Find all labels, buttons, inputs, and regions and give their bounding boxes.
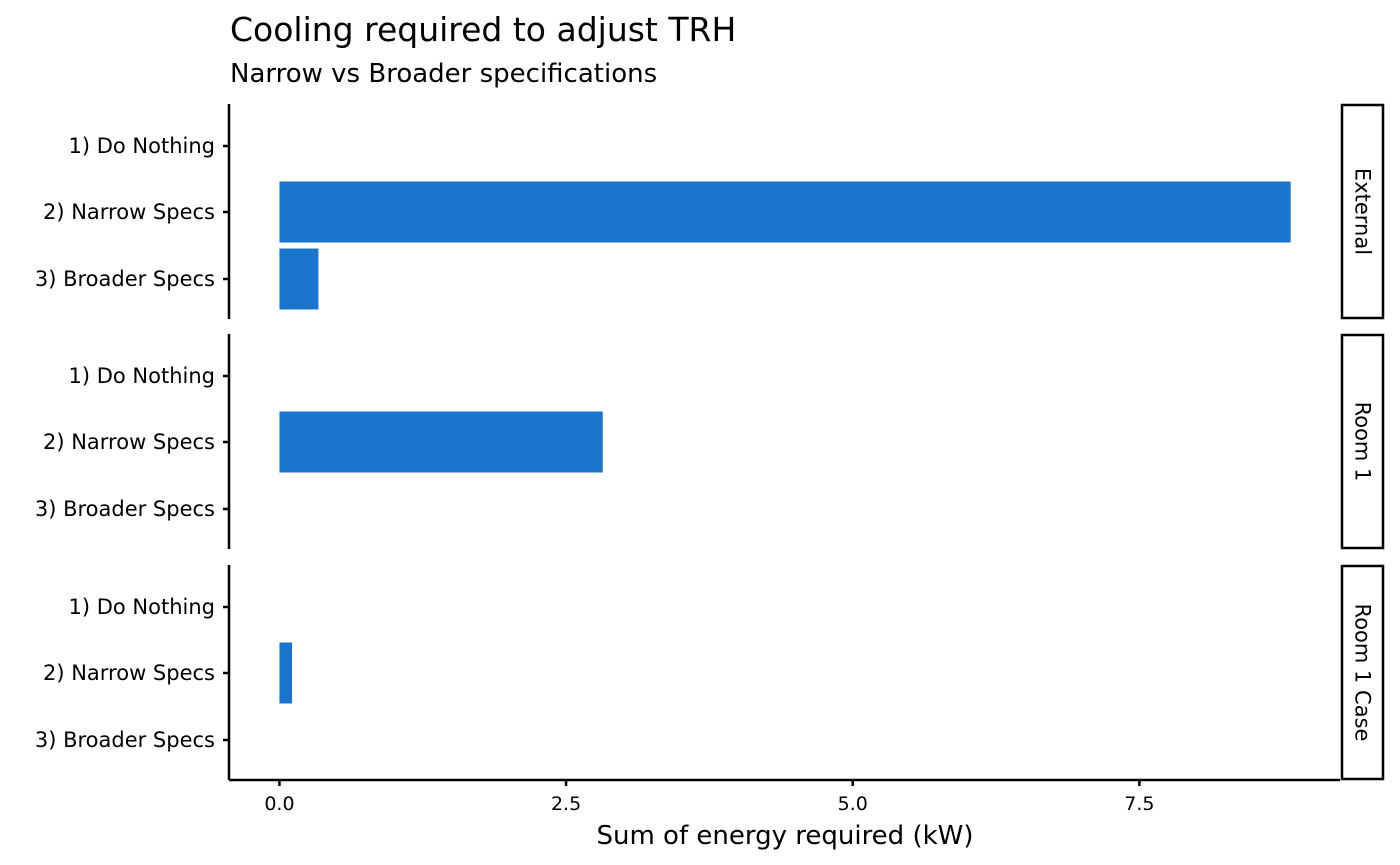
bar-room-1-2 (279, 411, 603, 473)
x-tick-label: 5.0 (838, 793, 868, 815)
y-tick-label: 3) Broader Specs (35, 728, 215, 752)
chart-subtitle: Narrow vs Broader specifications (230, 59, 657, 89)
y-tick-label: 2) Narrow Specs (43, 661, 215, 685)
x-tick-label: 7.5 (1124, 793, 1154, 815)
y-tick-label: 2) Narrow Specs (43, 430, 215, 454)
bar-room-1-case-2 (279, 642, 293, 704)
y-tick-label: 3) Broader Specs (35, 497, 215, 521)
x-tick-label: 2.5 (551, 793, 581, 815)
y-tick-label: 3) Broader Specs (35, 267, 215, 291)
y-tick-label: 1) Do Nothing (69, 364, 216, 388)
bar-external-2 (279, 181, 1291, 243)
y-tick-label: 2) Narrow Specs (43, 200, 215, 224)
facet-strip-room-1-case (1340, 564, 1385, 781)
x-axis-label: Sum of energy required (kW) (596, 821, 973, 851)
chart-title: Cooling required to adjust TRH (230, 10, 736, 49)
facet-strip-room-1 (1340, 333, 1385, 550)
facet-strip-label: External (1351, 168, 1375, 255)
x-tick-label: 0.0 (264, 793, 294, 815)
facet-strip-label: Room 1 Case (1351, 604, 1375, 742)
y-tick-label: 1) Do Nothing (69, 134, 216, 158)
plot-area: 1) Do Nothing 2) Narrow Specs 3) Broader S… (35, 103, 1385, 815)
y-tick-label: 1) Do Nothing (69, 595, 216, 619)
bar-external-3 (279, 248, 319, 310)
facet-strip-label: Room 1 (1351, 402, 1375, 482)
facet-strip-external (1340, 103, 1385, 320)
